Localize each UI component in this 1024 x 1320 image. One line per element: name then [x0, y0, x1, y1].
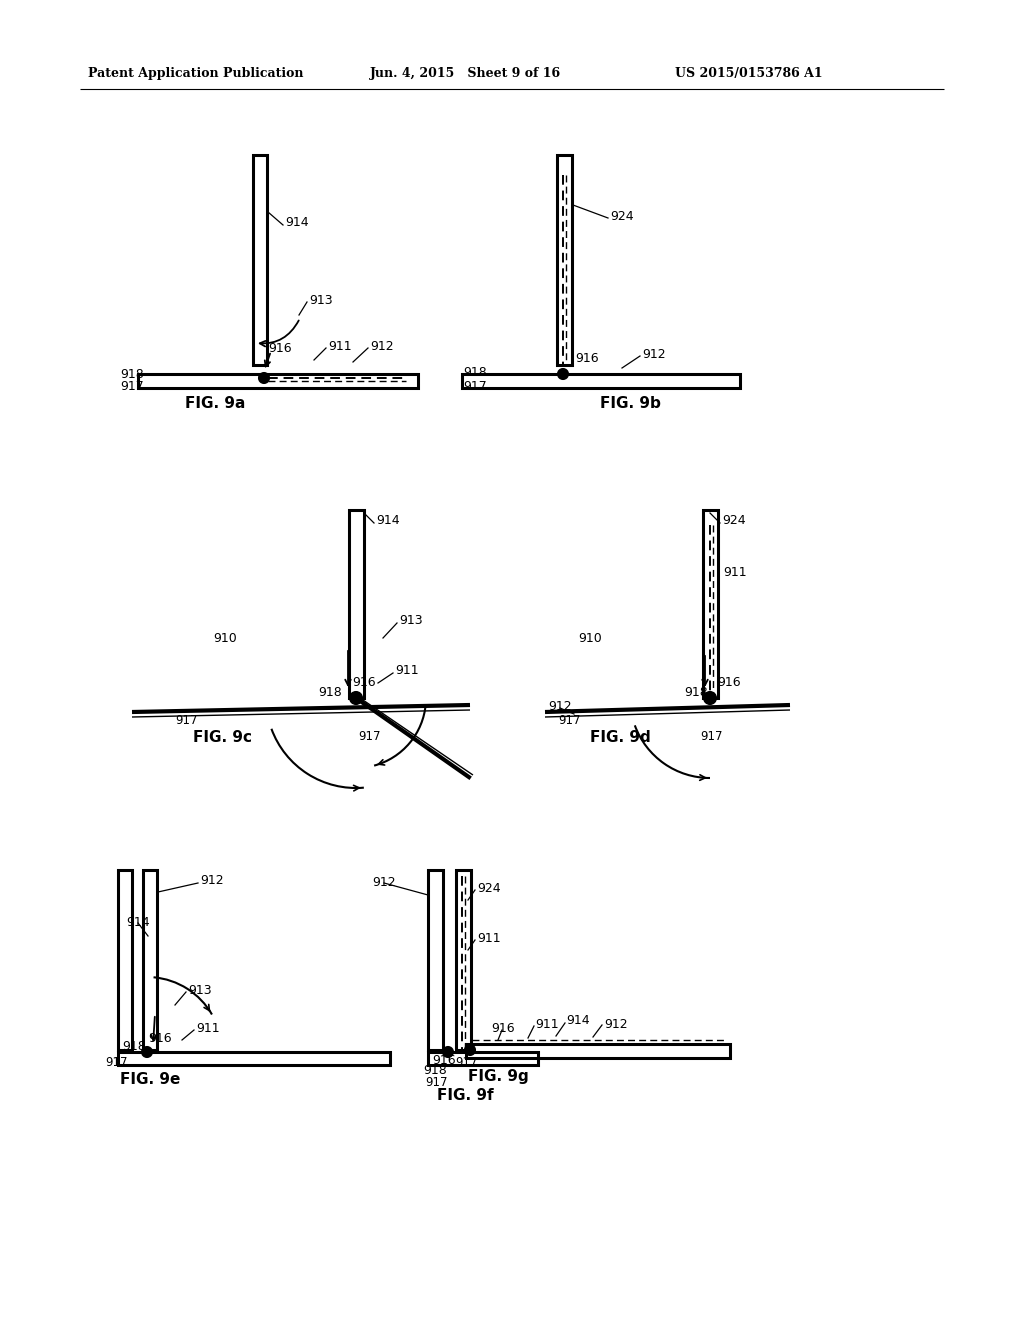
Bar: [138, 374, 418, 388]
Text: 916: 916: [148, 1032, 172, 1045]
Text: 916: 916: [432, 1053, 456, 1067]
Text: 911: 911: [196, 1022, 219, 1035]
Text: 918: 918: [120, 367, 143, 380]
Circle shape: [558, 370, 568, 379]
Bar: [456, 870, 471, 1049]
Text: 911: 911: [328, 339, 351, 352]
Text: 913: 913: [399, 615, 423, 627]
Bar: [349, 510, 364, 698]
Circle shape: [465, 1045, 475, 1055]
Text: FIG. 9f: FIG. 9f: [437, 1089, 494, 1104]
Text: US 2015/0153786 A1: US 2015/0153786 A1: [675, 66, 822, 79]
Text: 924: 924: [610, 210, 634, 223]
Circle shape: [142, 1047, 152, 1057]
Text: 924: 924: [722, 515, 745, 528]
Text: 916: 916: [490, 1023, 515, 1035]
Bar: [428, 870, 443, 1049]
Bar: [428, 1052, 538, 1065]
Text: FIG. 9c: FIG. 9c: [193, 730, 252, 744]
Text: 917: 917: [175, 714, 198, 726]
Bar: [703, 510, 718, 698]
Bar: [557, 154, 572, 366]
Text: 916: 916: [575, 351, 599, 364]
Text: 917: 917: [120, 380, 143, 393]
Text: 916: 916: [717, 676, 740, 689]
Text: 912: 912: [370, 339, 393, 352]
Text: Patent Application Publication: Patent Application Publication: [88, 66, 303, 79]
Text: 910: 910: [213, 631, 237, 644]
Text: FIG. 9b: FIG. 9b: [600, 396, 660, 411]
Bar: [118, 870, 132, 1049]
Text: 914: 914: [126, 916, 150, 928]
Circle shape: [705, 692, 716, 704]
Circle shape: [443, 1047, 453, 1057]
Bar: [118, 1052, 390, 1065]
Text: 911: 911: [723, 565, 746, 578]
Text: 917: 917: [358, 730, 381, 743]
Text: Jun. 4, 2015   Sheet 9 of 16: Jun. 4, 2015 Sheet 9 of 16: [370, 66, 561, 79]
Bar: [462, 374, 740, 388]
Text: 914: 914: [376, 515, 399, 528]
Text: 917: 917: [425, 1076, 447, 1089]
Text: 918: 918: [684, 685, 708, 698]
Text: 918: 918: [318, 685, 342, 698]
Bar: [253, 154, 267, 366]
Bar: [466, 1044, 730, 1059]
Text: 914: 914: [285, 216, 308, 230]
Text: 918: 918: [463, 366, 486, 379]
Text: 912: 912: [200, 874, 223, 887]
Text: 917: 917: [105, 1056, 128, 1069]
Text: 911: 911: [477, 932, 501, 945]
Text: 911: 911: [535, 1019, 559, 1031]
Text: FIG. 9a: FIG. 9a: [185, 396, 246, 411]
Text: 911: 911: [395, 664, 419, 677]
Text: 924: 924: [477, 882, 501, 895]
Text: 912: 912: [604, 1018, 628, 1031]
Text: 912: 912: [372, 875, 395, 888]
Text: FIG. 9e: FIG. 9e: [120, 1072, 180, 1086]
Text: 913: 913: [309, 293, 333, 306]
Text: 917: 917: [463, 380, 486, 392]
Text: FIG. 9g: FIG. 9g: [468, 1069, 528, 1085]
Text: 917: 917: [558, 714, 581, 726]
Bar: [143, 870, 157, 1049]
Circle shape: [350, 692, 362, 704]
Text: 917: 917: [700, 730, 723, 743]
Text: 918: 918: [122, 1040, 145, 1053]
Text: 912: 912: [642, 347, 666, 360]
Text: 914: 914: [566, 1015, 590, 1027]
Text: 913: 913: [188, 983, 212, 997]
Text: 910: 910: [578, 631, 602, 644]
Text: 912: 912: [548, 701, 571, 714]
Text: 916: 916: [352, 676, 376, 689]
Text: 918: 918: [423, 1064, 446, 1077]
Text: 916: 916: [268, 342, 292, 355]
Text: FIG. 9d: FIG. 9d: [590, 730, 650, 744]
Circle shape: [259, 374, 269, 383]
Text: 917: 917: [455, 1056, 477, 1068]
